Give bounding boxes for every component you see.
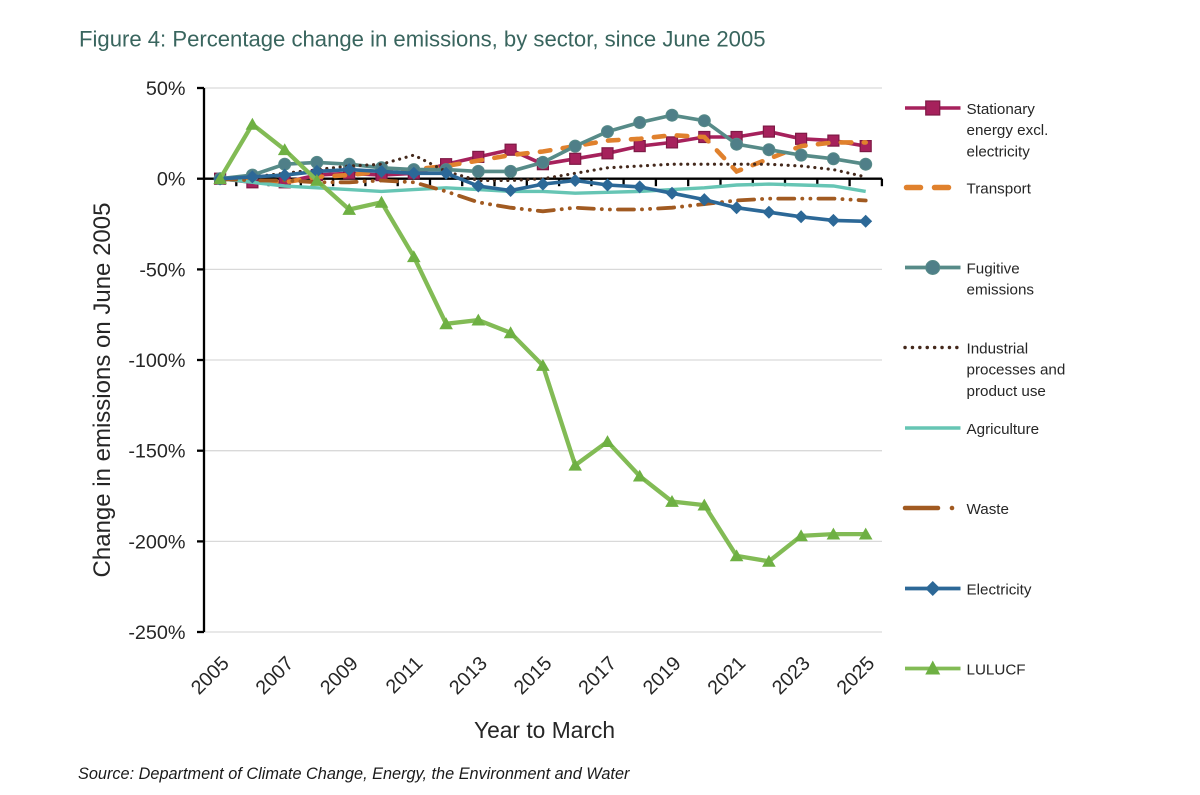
svg-text:Change in emissions on June 20: Change in emissions on June 2005 xyxy=(89,203,116,578)
svg-text:LULUCF: LULUCF xyxy=(967,661,1026,678)
svg-text:electricity: electricity xyxy=(967,143,1031,160)
svg-text:Electricity: Electricity xyxy=(967,581,1032,598)
svg-text:-250%: -250% xyxy=(128,622,185,644)
svg-text:50%: 50% xyxy=(146,78,186,100)
svg-text:-100%: -100% xyxy=(128,350,185,372)
svg-text:Stationary: Stationary xyxy=(967,101,1036,118)
svg-text:-150%: -150% xyxy=(128,441,185,463)
svg-text:-50%: -50% xyxy=(139,259,185,281)
svg-text:Source: Department of Climate: Source: Department of Climate Change, En… xyxy=(78,765,630,783)
svg-text:Year to March: Year to March xyxy=(474,717,615,743)
svg-text:emissions: emissions xyxy=(967,282,1035,299)
svg-text:processes and: processes and xyxy=(967,362,1066,379)
svg-text:product use: product use xyxy=(967,383,1046,400)
svg-text:-200%: -200% xyxy=(128,531,185,553)
svg-text:Waste: Waste xyxy=(967,501,1009,518)
svg-text:Fugitive: Fugitive xyxy=(967,260,1020,277)
svg-text:0%: 0% xyxy=(157,169,186,191)
svg-text:Industrial: Industrial xyxy=(967,340,1029,357)
svg-text:energy excl.: energy excl. xyxy=(967,122,1049,139)
svg-text:Transport: Transport xyxy=(967,180,1032,197)
svg-text:Agriculture: Agriculture xyxy=(967,421,1040,438)
svg-text:Figure 4: Percentage change in: Figure 4: Percentage change in emissions… xyxy=(79,27,766,52)
